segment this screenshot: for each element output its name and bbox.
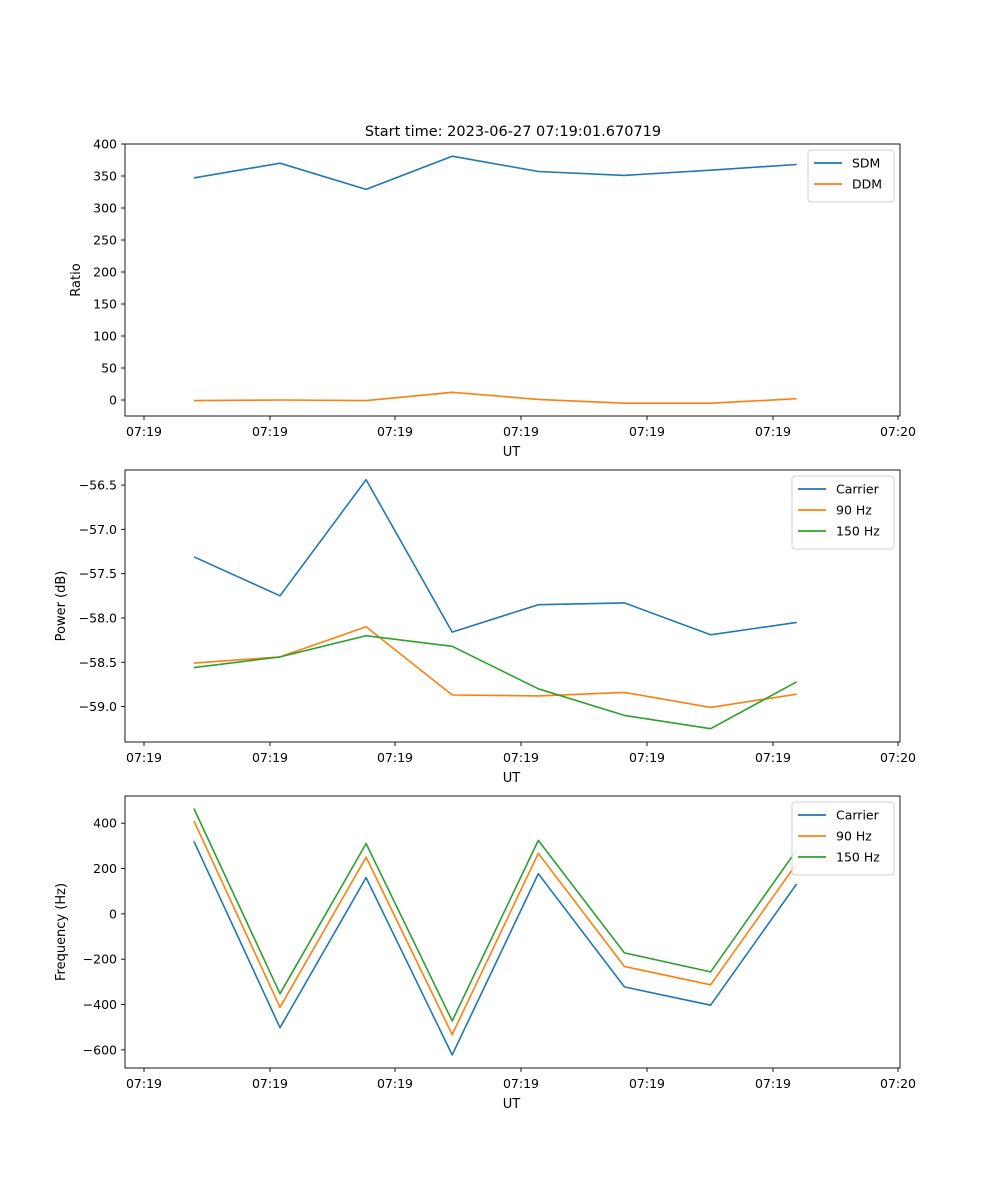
y-tick-label: −57.5 [79,566,117,581]
x-tick-label: 07:20 [880,424,916,439]
y-tick-label: −400 [83,997,117,1012]
y-tick-label: 100 [93,329,117,344]
x-tick-label: 07:19 [126,750,162,765]
legend: Carrier 90 Hz 150 Hz [791,475,895,550]
series-line-150-hz [193,808,798,1022]
y-tick-label: 250 [93,233,117,248]
x-tick-label: 07:19 [126,424,162,439]
x-axis-label: UT [503,771,521,786]
x-axis-label: UT [503,445,521,460]
y-tick-label: −57.0 [79,522,117,537]
legend-label: Carrier [836,808,880,823]
y-tick-label: 400 [93,137,117,152]
y-tick-label: −200 [83,952,117,967]
x-tick-label: 07:19 [503,1076,539,1091]
chart-panel-3: −600 −400 −200 0 200 400 07:19 07:19 07:19 07:19 0… [54,795,916,1112]
y-tick-label: −58.0 [79,610,117,625]
y-axis-label: Power (dB) [54,571,69,642]
x-tick-label: 07:19 [252,424,288,439]
x-axis-label: UT [503,1097,521,1112]
y-tick-label: −56.5 [79,478,117,493]
legend-label: 150 Hz [836,850,880,865]
series-line-sdm [193,155,797,191]
legend-label: SDM [852,156,880,171]
legend-label: 90 Hz [836,829,872,844]
x-tick-label: 07:19 [755,750,791,765]
x-tick-label: 07:19 [503,750,539,765]
y-axis-label: Ratio [69,263,84,296]
y-tick-label: 200 [93,861,117,876]
y-tick-label: 0 [109,393,117,408]
series-line-90-hz [193,820,798,1036]
x-tick-label: 07:19 [629,424,665,439]
x-tick-label: 07:20 [880,750,916,765]
plot-frame [124,143,901,417]
figure-title: Start time: 2023-06-27 07:19:01.670719 [365,124,661,140]
y-axis-label: Frequency (Hz) [54,883,69,981]
x-tick-label: 07:19 [252,750,288,765]
legend-label: Carrier [836,482,880,497]
legend: Carrier 90 Hz 150 Hz [791,801,895,876]
x-tick-label: 07:19 [377,1076,413,1091]
series-line-carrier [193,840,798,1056]
x-tick-label: 07:19 [503,424,539,439]
y-tick-label: 350 [93,169,117,184]
y-tick-label: 400 [93,816,117,831]
x-tick-label: 07:19 [629,1076,665,1091]
x-tick-label: 07:20 [880,1076,916,1091]
chart-panel-2: −59.0 −58.5 −58.0 −57.5 −57.0 −56.5 07:19 07:19… [54,469,916,786]
y-tick-label: 300 [93,201,117,216]
legend: SDM DDM [807,149,895,203]
x-tick-label: 07:19 [377,750,413,765]
y-tick-label: 50 [101,361,117,376]
chart-panel-1: 0 50 100 150 200 250 300 350 400 07:19 07:19 07:19 0… [69,137,916,461]
plot-frame [124,469,901,743]
y-tick-label: 200 [93,265,117,280]
series-line-ddm [193,391,797,405]
legend-label: DDM [852,177,882,192]
y-tick-label: −600 [83,1042,117,1057]
x-tick-label: 07:19 [755,1076,791,1091]
series-line-carrier [193,478,797,636]
y-tick-label: −59.0 [79,699,117,714]
legend-label: 150 Hz [836,524,880,539]
x-tick-label: 07:19 [126,1076,162,1091]
legend-label: 90 Hz [836,503,872,518]
x-tick-label: 07:19 [252,1076,288,1091]
x-tick-label: 07:19 [629,750,665,765]
x-tick-label: 07:19 [377,424,413,439]
series-line-150-hz [193,634,798,730]
x-tick-label: 07:19 [755,424,791,439]
series-line-90-hz [193,625,797,709]
y-tick-label: −58.5 [79,655,117,670]
plot-frame [124,795,901,1069]
y-tick-label: 150 [93,297,117,312]
y-tick-label: 0 [109,906,117,921]
